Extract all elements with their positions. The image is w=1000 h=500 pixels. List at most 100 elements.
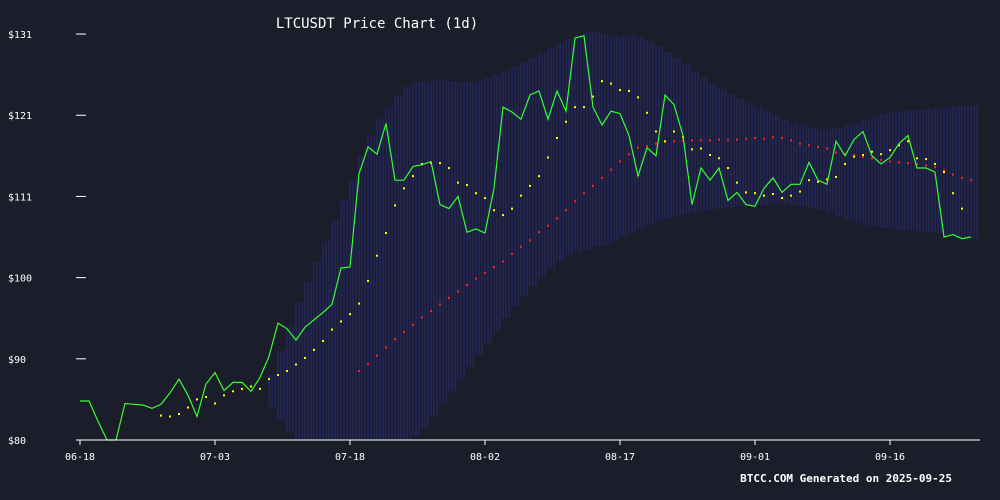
sma-short-point [691, 148, 693, 151]
sma-short-point [709, 154, 711, 157]
sma-long-point [673, 140, 675, 143]
sma-long-point [889, 160, 891, 163]
sma-short-point [862, 154, 864, 157]
sma-short-point [304, 357, 306, 359]
sma-short-point [799, 190, 801, 193]
sma-short-point [763, 194, 765, 197]
sma-short-point [178, 413, 180, 416]
sma-short-point [250, 385, 252, 388]
sma-long-point [961, 176, 963, 179]
sma-short-point [853, 155, 855, 158]
sma-short-point [718, 157, 720, 160]
sma-short-point [772, 193, 774, 195]
sma-short-point [565, 120, 567, 123]
sma-short-point [475, 192, 477, 195]
sma-long-point [448, 296, 450, 299]
sma-long-point [565, 209, 567, 212]
sma-short-point [286, 369, 288, 372]
sma-long-point [403, 331, 405, 334]
price-series-line [80, 34, 972, 441]
short-moving-average [160, 80, 963, 418]
sma-short-point [655, 130, 657, 133]
sma-short-point [745, 191, 747, 194]
sma-short-point [880, 153, 882, 156]
sma-short-point [961, 207, 963, 210]
sma-short-point [277, 374, 279, 377]
sma-long-point [601, 176, 603, 179]
sma-long-point [880, 158, 882, 161]
sma-short-point [619, 89, 621, 92]
sma-long-point [547, 224, 549, 227]
sma-long-point [745, 137, 747, 140]
sma-long-point [853, 154, 855, 157]
sma-short-point [493, 209, 495, 212]
sma-long-point [556, 217, 558, 220]
sma-short-point [322, 339, 324, 342]
sma-short-point [673, 130, 675, 133]
sma-short-point [520, 194, 522, 197]
sma-long-point [421, 316, 423, 319]
sma-short-point [898, 144, 900, 147]
sma-short-point [727, 167, 729, 170]
sma-long-point [682, 139, 684, 142]
y-tick-label: $100 [8, 274, 32, 285]
sma-long-point [385, 346, 387, 349]
sma-short-point [439, 162, 441, 165]
sma-short-point [421, 162, 423, 165]
sma-short-point [808, 179, 810, 182]
sma-long-point [592, 184, 594, 187]
sma-short-point [664, 140, 666, 143]
sma-short-point [412, 175, 414, 178]
sma-long-point [619, 160, 621, 163]
sma-short-point [934, 162, 936, 165]
x-tick-label: 09-16 [875, 452, 905, 463]
sma-long-point [799, 142, 801, 145]
sma-short-point [169, 415, 171, 418]
sma-long-point [862, 155, 864, 158]
sma-short-point [871, 150, 873, 153]
sma-long-point [574, 200, 576, 203]
sma-short-point [394, 204, 396, 207]
sma-short-point [268, 378, 270, 381]
sma-short-point [214, 402, 216, 405]
sma-long-point [583, 192, 585, 195]
sma-short-point [817, 180, 819, 183]
footer-generated-text: BTCC.COM Generated on 2025-09-25 [740, 472, 952, 485]
sma-long-point [376, 354, 378, 357]
sma-short-point [736, 181, 738, 184]
sma-short-point [700, 147, 702, 150]
sma-short-point [592, 95, 594, 98]
sma-short-point [574, 106, 576, 109]
sma-long-point [763, 137, 765, 140]
sma-short-point [529, 184, 531, 187]
long-moving-average [358, 136, 972, 372]
sma-short-point [259, 387, 261, 390]
sma-short-point [205, 395, 207, 398]
sma-short-point [826, 178, 828, 181]
sma-long-point [691, 139, 693, 142]
sma-long-point [358, 369, 360, 372]
sma-long-point [754, 136, 756, 139]
sma-short-point [187, 406, 189, 409]
sma-short-point [583, 106, 585, 109]
y-tick-label: $131 [8, 30, 32, 41]
sma-long-point [907, 162, 909, 165]
sma-short-point [223, 394, 225, 397]
sma-short-point [844, 162, 846, 165]
price-line [80, 34, 972, 441]
sma-long-point [493, 266, 495, 269]
sma-short-point [538, 175, 540, 178]
sma-long-point [484, 271, 486, 274]
sma-short-point [943, 171, 945, 174]
x-tick-label: 07-03 [200, 452, 230, 463]
sma-long-point [835, 151, 837, 154]
sma-long-point [916, 162, 918, 165]
y-tick-label: $80 [8, 436, 26, 447]
sma-short-point [448, 167, 450, 170]
sma-short-point [610, 82, 612, 85]
sma-long-point [538, 231, 540, 234]
sma-long-point [529, 239, 531, 242]
sma-long-point [898, 161, 900, 164]
chart-title: LTCUSDT Price Chart (1d) [276, 16, 478, 32]
